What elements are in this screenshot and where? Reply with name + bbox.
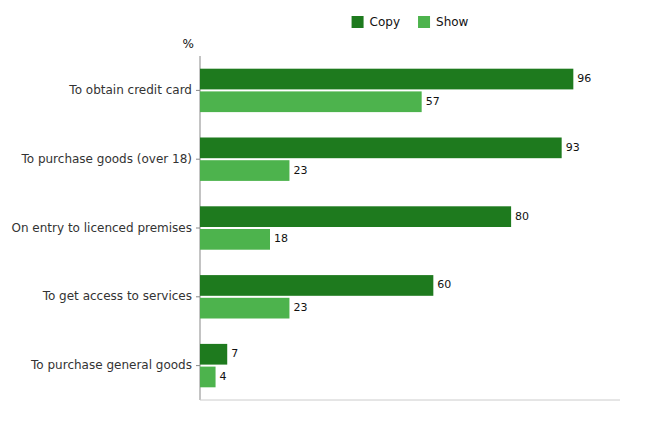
bar [200,137,562,158]
y-tick-label: To get access to services [42,289,192,303]
bar [200,298,289,319]
data-label: 23 [293,301,307,314]
bar [200,69,573,90]
data-label: 7 [231,347,238,360]
bar [200,160,289,181]
y-tick-label: On entry to licenced premises [11,221,192,235]
data-label: 60 [437,278,451,291]
bar [200,91,422,112]
legend-swatch [352,16,364,28]
bar [200,367,216,388]
legend-item: Show [418,15,469,29]
bar [200,275,433,296]
data-label: 96 [577,72,591,85]
data-label: 93 [566,141,580,154]
y-tick-label: To obtain credit card [68,83,192,97]
y-tick-label: To purchase general goods [30,358,192,372]
x-axis-line [200,400,620,401]
y-tick-label: To purchase goods (over 18) [20,152,192,166]
y-tick [196,228,200,229]
legend-swatch [418,16,430,28]
y-tick [196,90,200,91]
chart: To obtain credit card To purchase goods (… [0,0,660,422]
legend-item: Copy [352,15,400,29]
bar [200,229,270,250]
data-label: 80 [515,210,529,223]
data-label: 23 [293,164,307,177]
axis-label: % [183,37,194,51]
bar [200,344,227,365]
bars [200,69,573,388]
legend-label: Show [436,15,469,29]
y-tick [196,159,200,160]
y-tick [196,296,200,297]
data-label: 4 [220,370,227,383]
legend: Copy Show [352,15,469,29]
legend-label: Copy [370,15,400,29]
chart-container: To obtain credit card To purchase goods (… [0,0,660,422]
data-label: 57 [426,95,440,108]
y-tick [196,365,200,366]
data-label: 18 [274,232,288,245]
bar [200,206,511,227]
